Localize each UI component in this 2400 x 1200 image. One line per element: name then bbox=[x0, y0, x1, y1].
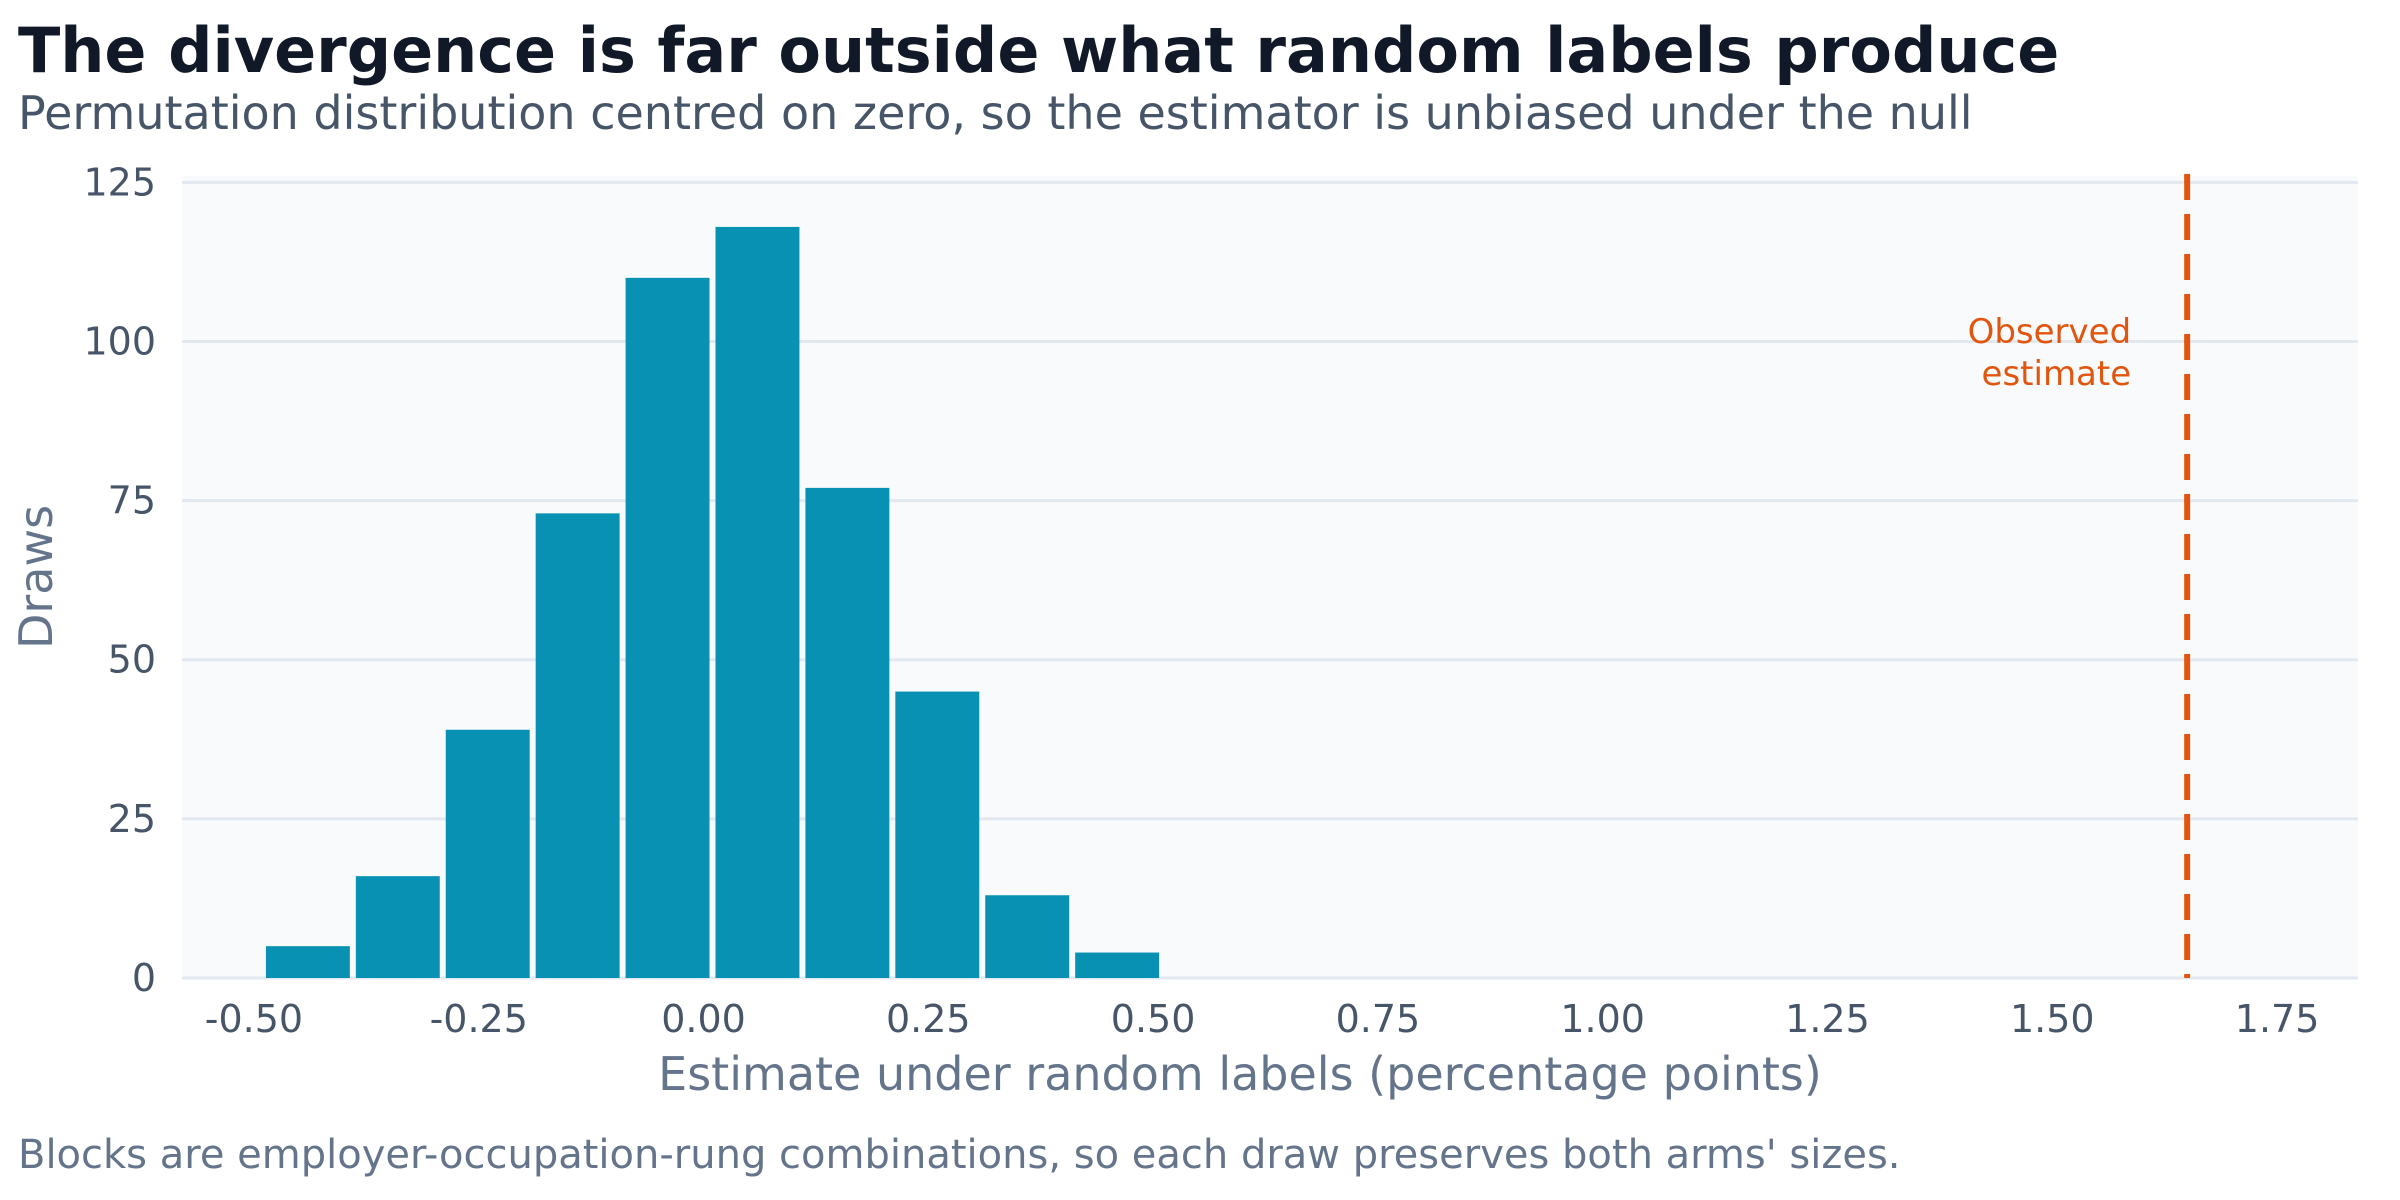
x-tick-label: 0.50 bbox=[1111, 997, 1196, 1041]
histogram-bar bbox=[715, 226, 800, 978]
y-tick-label: 125 bbox=[83, 160, 156, 204]
x-axis-ticks: -0.50 -0.25 0.00 0.25 0.50 0.75 1.00 1.25 1.50 1.… bbox=[205, 997, 2320, 1041]
x-tick-label: 0.25 bbox=[886, 997, 971, 1041]
y-axis-title: Draws bbox=[9, 505, 63, 649]
y-tick-label: 25 bbox=[108, 797, 156, 841]
histogram-bar bbox=[535, 513, 620, 978]
y-tick-label: 50 bbox=[108, 638, 156, 682]
bars bbox=[265, 226, 1160, 978]
y-tick-label: 0 bbox=[132, 956, 156, 1000]
chart-title: The divergence is far outside what rando… bbox=[18, 14, 2060, 87]
x-tick-label: 1.00 bbox=[1560, 997, 1645, 1041]
x-tick-label: 1.75 bbox=[2235, 997, 2320, 1041]
histogram-bar bbox=[1075, 952, 1160, 978]
x-tick-label: -0.50 bbox=[205, 997, 303, 1041]
histogram-bar bbox=[445, 729, 530, 978]
observed-estimate-label: Observed estimate bbox=[1968, 312, 2132, 394]
y-axis-ticks: 0 25 50 75 100 125 bbox=[83, 160, 156, 1000]
chart-subtitle: Permutation distribution centred on zero… bbox=[18, 86, 1973, 140]
observed-label-line: estimate bbox=[1982, 354, 2132, 394]
x-axis-title: Estimate under random labels (percentage… bbox=[658, 1047, 1822, 1101]
histogram-bar bbox=[985, 895, 1070, 978]
histogram-bar bbox=[265, 946, 350, 978]
observed-label-line: Observed bbox=[1968, 312, 2132, 352]
x-tick-label: 1.50 bbox=[2010, 997, 2095, 1041]
histogram-bar bbox=[625, 277, 710, 978]
histogram-bar bbox=[355, 876, 440, 978]
x-tick-label: 0.75 bbox=[1336, 997, 1421, 1041]
histogram-bar bbox=[895, 691, 980, 978]
chart-footnote: Blocks are employer-occupation-rung comb… bbox=[18, 1132, 1901, 1178]
y-tick-label: 100 bbox=[83, 319, 156, 363]
x-tick-label: -0.25 bbox=[430, 997, 528, 1041]
x-tick-label: 0.00 bbox=[661, 997, 746, 1041]
y-tick-label: 75 bbox=[108, 479, 156, 523]
histogram-bar bbox=[805, 487, 890, 978]
x-tick-label: 1.25 bbox=[1785, 997, 1870, 1041]
